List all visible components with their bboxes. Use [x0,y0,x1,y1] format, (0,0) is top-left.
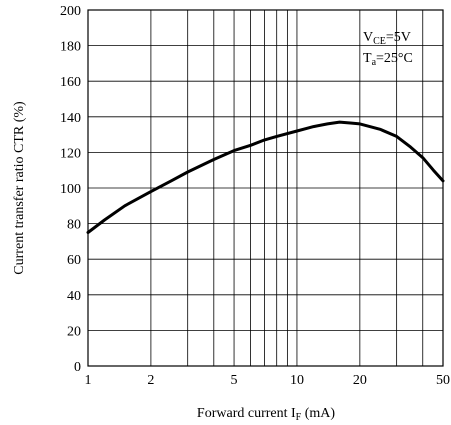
x-tick-label: 50 [436,373,450,388]
y-tick-label: 80 [67,218,81,233]
annotation-vce: VCE=5V [363,30,411,47]
y-tick-labels: 0 20 40 60 80 100 120 140 160 180 200 [60,4,81,375]
y-tick-label: 20 [67,324,81,339]
series [86,120,445,234]
y-tick-label: 120 [60,146,81,161]
x-axis-title: Forward current IF (mA) [197,406,335,423]
x-tick-label: 2 [147,373,154,388]
y-tick-label: 60 [67,253,81,268]
annotation-ta: Ta=25°C [363,51,413,68]
ctr-curve [86,120,445,234]
x-tick-label: 20 [353,373,367,388]
y-tick-label: 100 [60,182,81,197]
plot-frame [87,9,444,367]
x-tick-label: 1 [85,373,92,388]
y-tick-label: 180 [60,40,81,55]
x-tick-label: 5 [231,373,238,388]
y-axis-title: Current transfer ratio CTR (%) [12,101,27,275]
y-tick-label: 160 [60,75,81,90]
y-tick-label: 40 [67,289,81,304]
x-tick-label: 10 [290,373,304,388]
x-tick-labels: 1 2 5 10 20 50 [85,373,451,388]
y-tick-label: 0 [74,360,81,375]
y-tick-label: 200 [60,4,81,19]
y-tick-label: 140 [60,111,81,126]
